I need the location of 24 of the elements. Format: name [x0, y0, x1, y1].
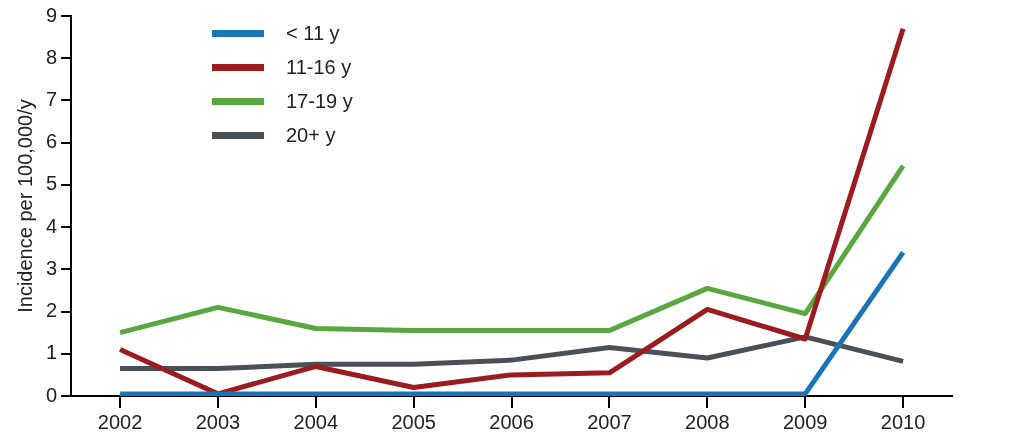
x-tick-label: 2006 — [489, 410, 534, 433]
y-tick-label: 4 — [46, 214, 58, 237]
y-tick-label: 7 — [46, 87, 58, 110]
y-tick-label: 5 — [46, 172, 58, 195]
y-tick-label: 0 — [46, 383, 58, 406]
legend-label: 11-16 y — [286, 55, 352, 79]
y-tick-label: 3 — [46, 256, 58, 279]
x-tick-label: 2009 — [782, 410, 828, 433]
x-tick-label: 2007 — [587, 410, 632, 433]
legend-label: 17-19 y — [286, 89, 353, 113]
legend-label: < 11 y — [286, 21, 340, 45]
y-tick-label: 9 — [46, 3, 58, 26]
legend-label: 20+ y — [286, 123, 336, 147]
y-tick-label: 1 — [46, 341, 58, 364]
y-axis-title: Incidence per 100,000/y — [13, 99, 36, 313]
y-tick-label: 6 — [46, 130, 58, 153]
x-tick-label: 2002 — [97, 410, 143, 433]
x-tick-label: 2010 — [880, 410, 926, 433]
y-tick-label: 2 — [46, 299, 58, 322]
x-tick-label: 2005 — [391, 410, 436, 433]
x-tick-label: 2003 — [195, 410, 241, 433]
y-tick-label: 8 — [46, 45, 58, 68]
x-tick-label: 2008 — [685, 410, 730, 433]
x-tick-label: 2004 — [293, 410, 339, 433]
